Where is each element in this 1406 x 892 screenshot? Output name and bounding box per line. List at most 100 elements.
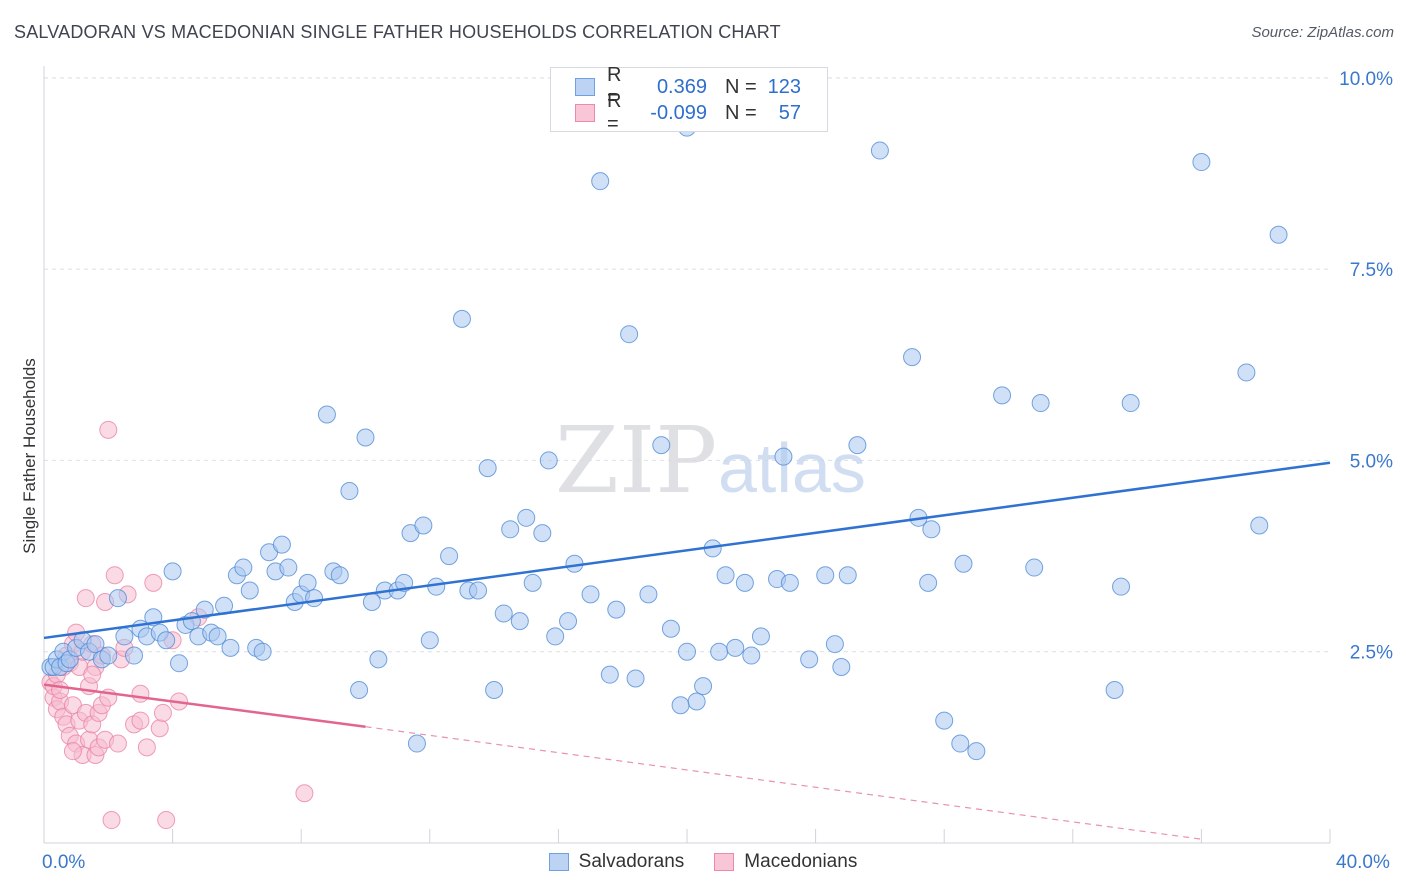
data-point <box>86 635 105 654</box>
legend-n-value: 57 <box>778 101 801 124</box>
x-min-label: 0.0% <box>42 852 86 873</box>
data-point <box>652 436 671 455</box>
data-point <box>420 631 439 650</box>
data-point <box>1269 225 1288 244</box>
data-point <box>620 325 639 344</box>
x-max-label: 40.0% <box>1336 852 1390 873</box>
data-point <box>935 711 954 730</box>
data-point <box>108 734 127 753</box>
legend-swatch-salvadorans <box>575 78 595 96</box>
data-point <box>99 646 118 665</box>
data-point <box>356 428 375 447</box>
data-point <box>253 642 272 661</box>
data-point <box>131 711 150 730</box>
data-point <box>298 573 317 592</box>
y-tick-labels: 2.5% 5.0% 7.5% 10.0% <box>1339 69 1393 664</box>
legend-item-macedonians: Macedonians <box>714 851 857 873</box>
data-point <box>99 420 118 439</box>
data-point <box>240 581 259 600</box>
data-point <box>157 631 176 650</box>
data-point <box>440 547 459 566</box>
data-point <box>626 669 645 688</box>
data-point <box>102 811 121 830</box>
data-point <box>76 589 95 608</box>
data-point <box>485 680 504 699</box>
data-point <box>639 585 658 604</box>
data-point <box>208 627 227 646</box>
data-point <box>369 650 388 669</box>
data-point <box>607 600 626 619</box>
data-point <box>726 638 745 657</box>
data-point <box>780 573 799 592</box>
data-point <box>903 348 922 367</box>
watermark-atlas: atlas <box>718 429 866 507</box>
data-point <box>687 692 706 711</box>
data-point <box>539 451 558 470</box>
data-point <box>131 684 150 703</box>
legend-item-salvadorans: Salvadorans <box>548 851 685 873</box>
data-point <box>478 459 497 478</box>
data-point <box>581 585 600 604</box>
y-tick-label: 5.0% <box>1350 451 1393 472</box>
data-point <box>751 627 770 646</box>
data-point <box>523 573 542 592</box>
data-point <box>305 589 324 608</box>
data-point <box>954 554 973 573</box>
trend-line-macedonians <box>43 683 366 728</box>
data-point <box>234 558 253 577</box>
data-point <box>671 696 690 715</box>
data-point <box>494 604 513 623</box>
legend-n-label: N = <box>725 75 757 98</box>
data-point <box>774 447 793 466</box>
data-point <box>559 612 578 631</box>
series-legend: Salvadorans Macedonians <box>0 851 1406 873</box>
data-point <box>816 566 835 585</box>
data-point <box>427 577 446 596</box>
data-point <box>279 558 298 577</box>
trend-line-macedonians-extrapolated <box>365 726 1202 840</box>
y-axis-label: Single Father Households <box>20 358 39 554</box>
y-tick-label: 10.0% <box>1339 69 1393 90</box>
data-point <box>501 520 520 539</box>
data-point <box>919 573 938 592</box>
data-point <box>694 677 713 696</box>
data-point <box>710 642 729 661</box>
data-point <box>716 566 735 585</box>
data-point <box>678 642 696 661</box>
data-point <box>163 562 182 581</box>
chart-title: SALVADORAN VS MACEDONIAN SINGLE FATHER H… <box>14 22 781 42</box>
data-point <box>469 581 488 600</box>
data-point <box>533 524 552 543</box>
data-points <box>41 118 1288 830</box>
legend-swatch-macedonians <box>714 853 735 871</box>
data-point <box>967 742 986 761</box>
data-point <box>825 635 844 654</box>
data-point <box>800 650 819 669</box>
legend-r-label: R = <box>607 64 622 109</box>
data-point <box>144 573 163 592</box>
legend-swatch-salvadorans <box>548 853 569 871</box>
y-tick-label: 7.5% <box>1350 260 1393 281</box>
data-point <box>546 627 565 646</box>
data-point <box>1121 394 1140 413</box>
data-point <box>51 680 70 699</box>
data-point <box>137 738 156 757</box>
data-point <box>105 566 124 585</box>
data-point <box>115 627 134 646</box>
legend-r-value: 0.369 <box>656 75 707 98</box>
legend-row-macedonians: R = -0.099 N = 57 <box>575 90 801 135</box>
data-point <box>742 646 761 665</box>
data-point <box>600 665 619 684</box>
data-point <box>153 703 172 722</box>
legend-row-salvadorans: R = 0.369 N = 123 <box>575 64 801 109</box>
legend-label-salvadorans: Salvadorans <box>578 851 685 872</box>
data-point <box>1105 680 1124 699</box>
legend-r-value: -0.099 <box>650 101 707 124</box>
correlation-legend: R = 0.369 N = 123 R = -0.099 N = 57 <box>550 64 828 135</box>
data-point <box>951 734 970 753</box>
data-point <box>150 719 169 738</box>
data-point <box>832 658 851 677</box>
data-point <box>838 566 857 585</box>
data-point <box>1192 153 1211 172</box>
